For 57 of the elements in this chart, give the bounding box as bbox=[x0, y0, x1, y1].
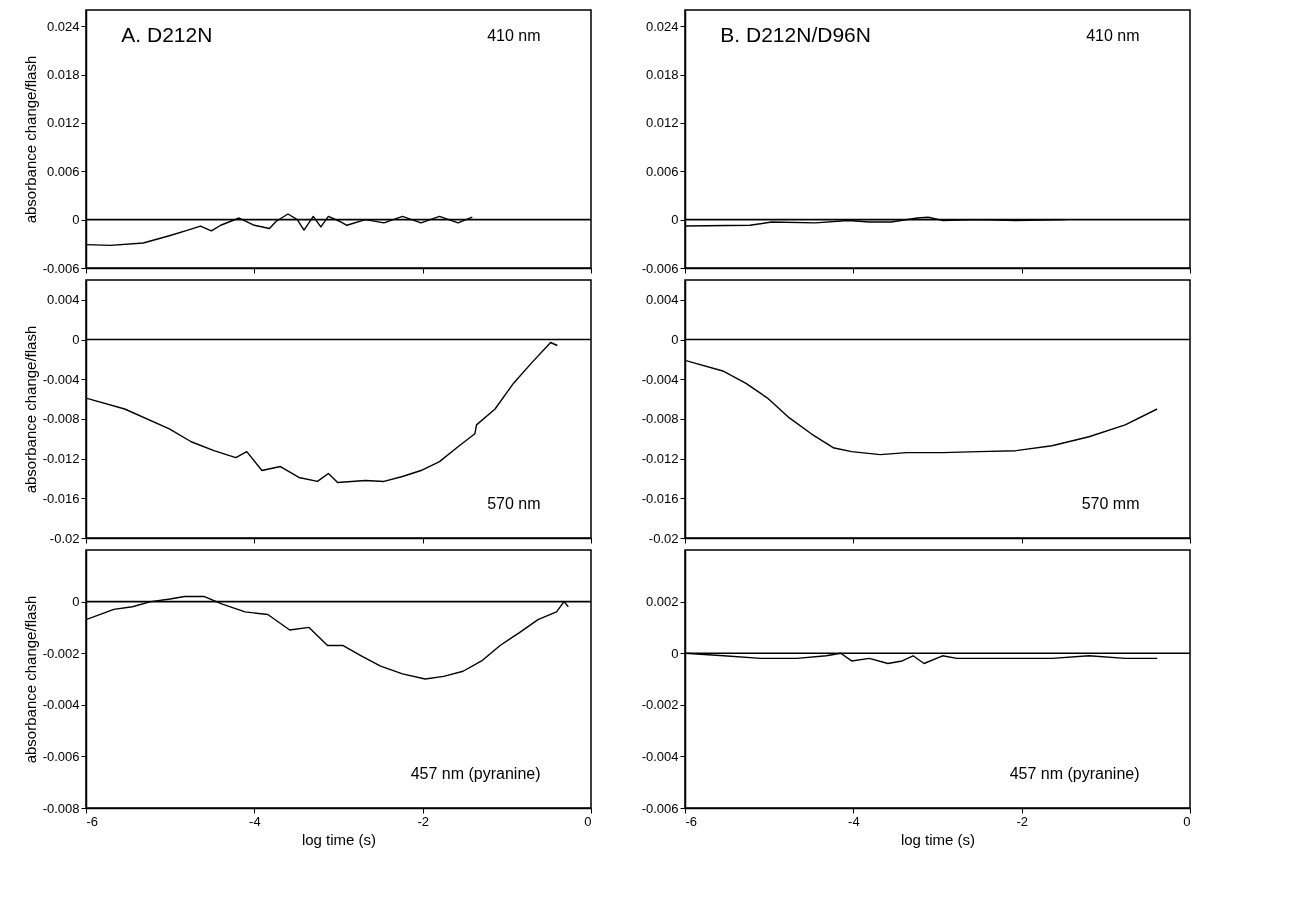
annotation: B. D212N/D96N bbox=[720, 22, 871, 46]
y-tick-label: 0.006 bbox=[46, 163, 80, 179]
x-tick-label: -2 bbox=[1016, 813, 1028, 829]
y-tick-label: -0.006 bbox=[641, 800, 679, 816]
annotation: 457 nm (pyranine) bbox=[410, 765, 541, 783]
y-tick-label: -0.012 bbox=[641, 451, 679, 467]
y-tick-label: 0 bbox=[671, 332, 679, 348]
y-tick-label: -0.012 bbox=[42, 451, 80, 467]
x-tick-label: -6 bbox=[86, 813, 99, 829]
annotation: A. D212N bbox=[121, 22, 213, 46]
y-tick-label: -0.002 bbox=[641, 697, 679, 713]
y-tick-label: -0.008 bbox=[641, 411, 679, 427]
y-tick-label: -0.006 bbox=[42, 748, 80, 764]
y-tick-label: -0.016 bbox=[641, 490, 679, 506]
y-tick-label: 0 bbox=[72, 212, 80, 228]
annotation: 570 nm bbox=[487, 495, 541, 513]
y-tick-label: -0.008 bbox=[42, 800, 80, 816]
y-tick-label: 0 bbox=[72, 332, 80, 348]
y-axis-title: absorbance change/flash bbox=[21, 325, 39, 494]
y-tick-label: -0.02 bbox=[648, 530, 679, 546]
y-tick-label: 0.024 bbox=[46, 18, 80, 34]
y-axis-title: absorbance change/flash bbox=[21, 595, 39, 764]
y-tick-label: 0.004 bbox=[645, 292, 679, 308]
y-tick-label: 0.012 bbox=[46, 115, 80, 131]
y-axis-title: absorbance change/flash bbox=[21, 55, 39, 224]
y-tick-label: 0.004 bbox=[46, 292, 80, 308]
y-tick-label: -0.004 bbox=[42, 697, 80, 713]
y-tick-label: 0.012 bbox=[645, 115, 679, 131]
x-tick-label: 0 bbox=[584, 813, 592, 829]
y-tick-label: -0.006 bbox=[641, 260, 679, 276]
x-tick-label: -2 bbox=[417, 813, 429, 829]
x-tick-label: -4 bbox=[848, 813, 860, 829]
y-tick-label: -0.002 bbox=[42, 645, 80, 661]
x-tick-label: -6 bbox=[685, 813, 698, 829]
y-tick-label: -0.008 bbox=[42, 411, 80, 427]
y-tick-label: 0.002 bbox=[645, 594, 679, 610]
x-axis-title: log time (s) bbox=[900, 830, 976, 848]
annotation: 570 mm bbox=[1081, 495, 1140, 513]
y-tick-label: 0 bbox=[671, 645, 679, 661]
y-tick-label: -0.016 bbox=[42, 490, 80, 506]
annotation: 410 nm bbox=[487, 26, 541, 44]
y-tick-label: -0.006 bbox=[42, 260, 80, 276]
y-tick-label: 0.018 bbox=[645, 67, 679, 82]
annotation: 457 nm (pyranine) bbox=[1009, 765, 1140, 783]
y-tick-label: -0.004 bbox=[42, 371, 80, 387]
y-tick-label: 0.024 bbox=[645, 18, 679, 34]
y-tick-label: -0.004 bbox=[641, 371, 679, 387]
y-tick-label: -0.004 bbox=[641, 748, 679, 764]
y-tick-label: 0.006 bbox=[645, 163, 679, 179]
y-tick-label: 0 bbox=[72, 594, 80, 610]
y-tick-label: -0.02 bbox=[49, 530, 80, 546]
annotation: 410 nm bbox=[1086, 26, 1140, 44]
y-tick-label: 0.018 bbox=[46, 67, 80, 82]
x-tick-label: -4 bbox=[249, 813, 261, 829]
x-axis-title: log time (s) bbox=[301, 830, 377, 848]
y-tick-label: 0 bbox=[671, 212, 679, 228]
x-tick-label: 0 bbox=[1183, 813, 1191, 829]
